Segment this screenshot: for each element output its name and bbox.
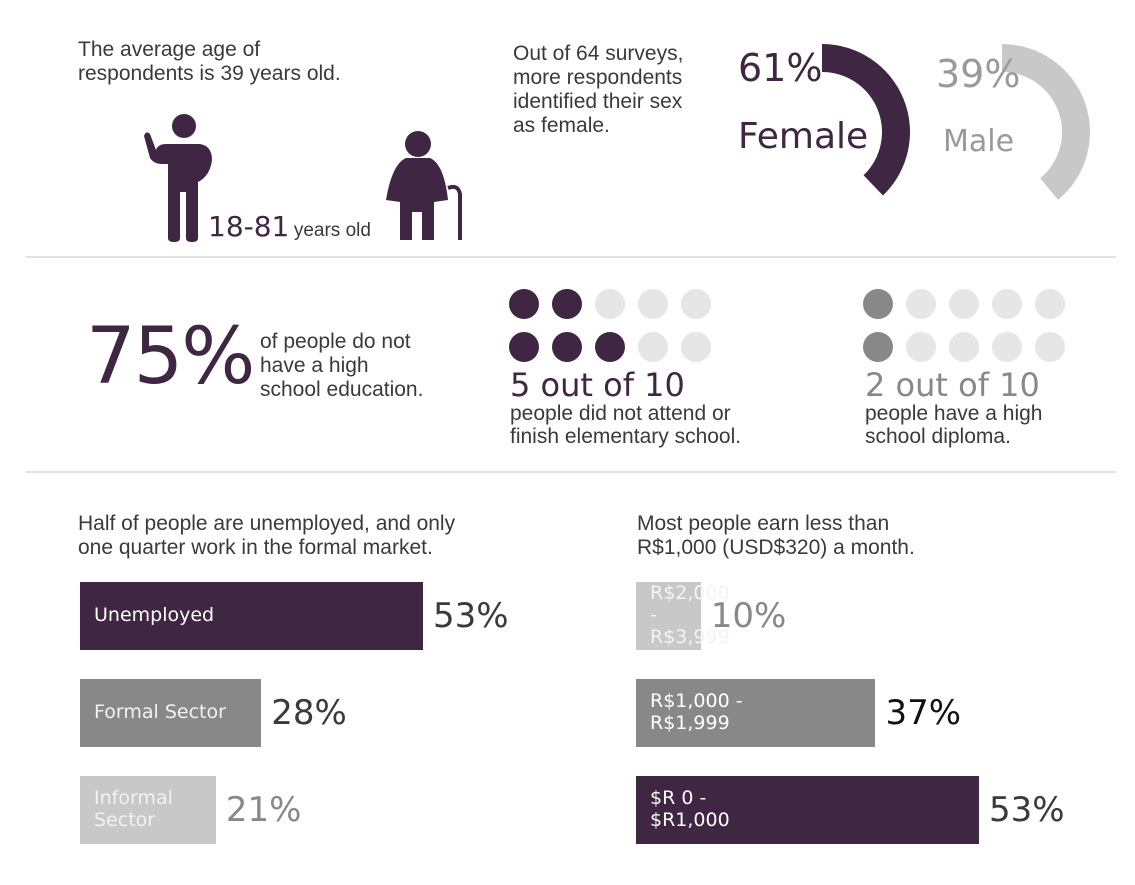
elementary-line2: finish elementary school. [510, 425, 742, 449]
employment-bar-label: Informal Sector [94, 787, 173, 831]
elementary-empty-dot [681, 289, 711, 319]
diploma-empty-dot [1035, 289, 1065, 319]
no-hs-pct: 75% [86, 312, 255, 402]
divider-bottom [26, 471, 1116, 473]
diploma-empty-dot [992, 332, 1022, 362]
young-person-icon [144, 114, 212, 242]
income-bar: R$2,000 - R$3,999 [636, 582, 730, 650]
elementary-filled-dot [552, 289, 582, 319]
income-bar-chart: R$2,000 - R$3,999 10% R$1,000 - R$1,999 37%… [636, 582, 1106, 848]
diploma-empty-dot [906, 332, 936, 362]
female-pct-label: 61% [738, 46, 823, 90]
diploma-caption: people have a high school diploma. [865, 402, 1043, 448]
employment-bar-value-label: 21% [225, 790, 302, 830]
diploma-empty-dot [992, 289, 1022, 319]
employment-bar: Formal Sector [80, 679, 262, 747]
employment-bar-label: Formal Sector [94, 701, 226, 724]
diploma-empty-dot [949, 289, 979, 319]
elementary-dot-grid [509, 289, 729, 365]
elementary-empty-dot [638, 332, 668, 362]
income-bar: $R 0 - $R1,000 [636, 776, 979, 844]
income-bar-value-label: 53% [989, 790, 1065, 830]
female-donut [822, 44, 910, 196]
income-bar-value-label: 37% [885, 693, 962, 733]
elementary-empty-dot [681, 332, 711, 362]
elementary-caption: people did not attend or finish elementa… [510, 402, 741, 448]
employment-title: Half of people are unemployed, and only … [78, 512, 455, 560]
no-hs-line1: of people do not [260, 330, 411, 353]
no-hs-line2: have a high [260, 354, 369, 378]
income-title-line1: Most people earn less than [637, 512, 890, 535]
income-bar-label: R$2,000 - R$3,999 [650, 582, 730, 648]
sex-caption-line2: more respondents [513, 66, 683, 90]
female-arc [822, 44, 910, 196]
age-range-unit: years old [293, 220, 371, 241]
employment-title-line1: Half of people are unemployed, and only [78, 512, 456, 535]
elementary-filled-dot [552, 332, 582, 362]
elderly-person-with-cane-icon [386, 131, 462, 240]
elementary-empty-dot [595, 289, 625, 319]
age-headline-line2-b: 39 years old. [220, 62, 341, 86]
age-range-value: 18-81 [208, 210, 290, 243]
male-pct-label: 39% [936, 52, 1021, 96]
sex-caption-line4: as female. [513, 114, 610, 138]
divider-top [26, 256, 1116, 258]
elementary-empty-dot [638, 289, 668, 319]
diploma-empty-dot [949, 332, 979, 362]
age-headline-line2: respondents is 39 years old. [78, 62, 408, 86]
elementary-line1: people did not attend or [510, 402, 731, 425]
age-headline-line1: The average age of [78, 38, 261, 61]
sex-caption-line3: identified their sex [513, 90, 683, 114]
diploma-line1: people have a high [865, 402, 1043, 425]
age-range: 18-81 years old [208, 210, 371, 243]
employment-bar-label: Unemployed [94, 604, 215, 627]
diploma-dot-grid [863, 289, 1083, 365]
sex-caption: Out of 64 surveys, more respondents iden… [513, 42, 733, 139]
age-headline-line2-a: respondents is [78, 62, 215, 86]
elementary-filled-dot [509, 332, 539, 362]
employment-bar-chart: Unemployed 53% Formal Sector 28% Informal Se… [80, 582, 540, 848]
diploma-filled-dot [863, 289, 893, 319]
income-title: Most people earn less than R$1,000 (USD$… [637, 512, 915, 560]
elementary-filled-dot [509, 289, 539, 319]
female-label: Female [738, 116, 869, 157]
employment-bar-value-label: 28% [271, 693, 347, 733]
no-hs-line3: school education. [260, 378, 424, 402]
no-hs-caption: of people do not have a high school educ… [260, 330, 423, 402]
income-bar-label: R$1,000 - R$1,999 [650, 690, 743, 734]
income-bar: R$1,000 - R$1,999 [636, 679, 876, 747]
income-bar-label: $R 0 - $R1,000 [650, 787, 730, 831]
diploma-filled-dot [863, 332, 893, 362]
diploma-headline: 2 out of 10 [865, 366, 1040, 404]
employment-bar: Informal Sector [80, 776, 216, 844]
diploma-empty-dot [1035, 332, 1065, 362]
age-headline: The average age of respondents is 39 yea… [78, 38, 408, 86]
income-bar-value-label: 10% [710, 596, 787, 636]
male-arc [1002, 44, 1090, 200]
employment-bar-value-label: 53% [433, 596, 509, 636]
diploma-empty-dot [906, 289, 936, 319]
sex-caption-line1: Out of 64 surveys, [513, 42, 684, 65]
male-donut [1002, 44, 1090, 200]
income-title-line2: R$1,000 (USD$320) a month. [637, 536, 915, 560]
employment-title-line2: one quarter work in the formal market. [78, 536, 433, 560]
diploma-line2: school diploma. [865, 425, 1011, 449]
elementary-filled-dot [595, 332, 625, 362]
elementary-headline: 5 out of 10 [510, 366, 685, 404]
male-label: Male [943, 124, 1015, 159]
employment-bar: Unemployed [80, 582, 423, 650]
